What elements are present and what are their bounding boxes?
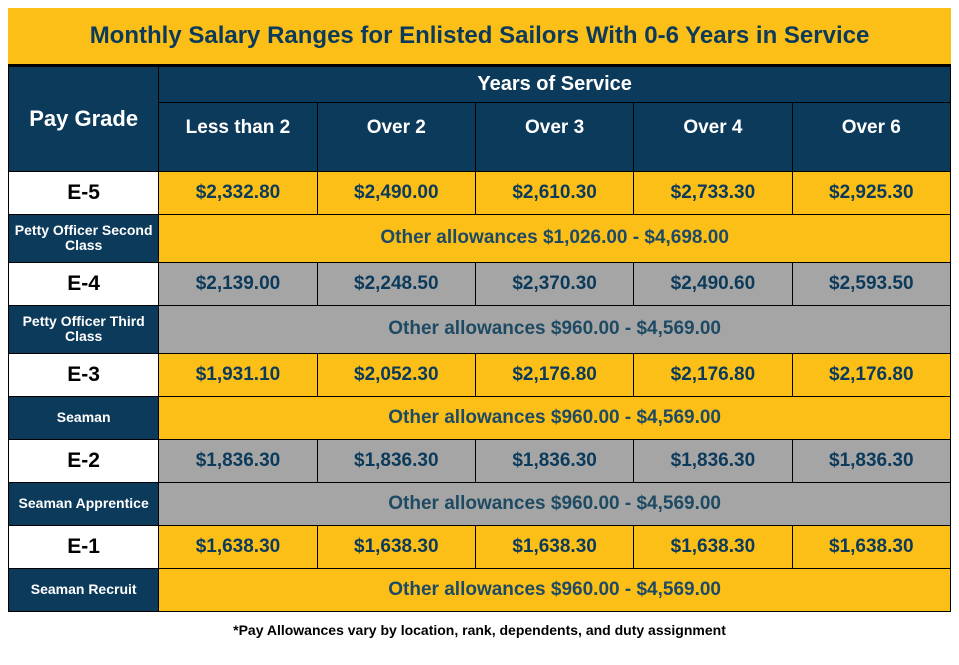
salary-cell: $2,925.30 bbox=[792, 172, 950, 215]
salary-cell: $2,593.50 bbox=[792, 262, 950, 305]
table-title: Monthly Salary Ranges for Enlisted Sailo… bbox=[8, 8, 951, 66]
salary-cell: $1,638.30 bbox=[792, 525, 950, 568]
salary-cell: $2,052.30 bbox=[317, 353, 475, 396]
salary-table: Pay Grade Years of Service Less than 2 O… bbox=[8, 66, 951, 612]
allowances-cell: Other allowances $960.00 - $4,569.00 bbox=[159, 482, 951, 525]
rank-cell: Petty Officer Second Class bbox=[9, 215, 159, 263]
salary-cell: $1,836.30 bbox=[159, 439, 317, 482]
salary-cell: $2,733.30 bbox=[634, 172, 792, 215]
grade-cell: E-3 bbox=[9, 353, 159, 396]
salary-cell: $1,638.30 bbox=[475, 525, 633, 568]
salary-cell: $1,836.30 bbox=[792, 439, 950, 482]
rank-cell: Seaman Apprentice bbox=[9, 482, 159, 525]
salary-cell: $2,490.60 bbox=[634, 262, 792, 305]
salary-table-container: Monthly Salary Ranges for Enlisted Sailo… bbox=[8, 8, 951, 648]
rank-cell: Petty Officer Third Class bbox=[9, 305, 159, 353]
allowances-cell: Other allowances $1,026.00 - $4,698.00 bbox=[159, 215, 951, 263]
salary-cell: $2,176.80 bbox=[634, 353, 792, 396]
header-col-3: Over 4 bbox=[634, 103, 792, 172]
salary-cell: $2,370.30 bbox=[475, 262, 633, 305]
rank-cell: Seaman bbox=[9, 396, 159, 439]
salary-cell: $2,248.50 bbox=[317, 262, 475, 305]
salary-cell: $2,176.80 bbox=[792, 353, 950, 396]
grade-cell: E-1 bbox=[9, 525, 159, 568]
salary-cell: $2,332.80 bbox=[159, 172, 317, 215]
allowances-cell: Other allowances $960.00 - $4,569.00 bbox=[159, 568, 951, 611]
footnote: *Pay Allowances vary by location, rank, … bbox=[8, 612, 951, 648]
rank-cell: Seaman Recruit bbox=[9, 568, 159, 611]
salary-cell: $1,836.30 bbox=[317, 439, 475, 482]
header-years-of-service: Years of Service bbox=[159, 67, 951, 103]
allowances-cell: Other allowances $960.00 - $4,569.00 bbox=[159, 305, 951, 353]
header-col-2: Over 3 bbox=[475, 103, 633, 172]
salary-cell: $1,638.30 bbox=[159, 525, 317, 568]
salary-cell: $2,610.30 bbox=[475, 172, 633, 215]
salary-cell: $1,836.30 bbox=[475, 439, 633, 482]
salary-cell: $2,176.80 bbox=[475, 353, 633, 396]
salary-cell: $1,836.30 bbox=[634, 439, 792, 482]
header-col-4: Over 6 bbox=[792, 103, 950, 172]
header-col-0: Less than 2 bbox=[159, 103, 317, 172]
grade-cell: E-2 bbox=[9, 439, 159, 482]
salary-cell: $2,139.00 bbox=[159, 262, 317, 305]
grade-cell: E-4 bbox=[9, 262, 159, 305]
allowances-cell: Other allowances $960.00 - $4,569.00 bbox=[159, 396, 951, 439]
grade-cell: E-5 bbox=[9, 172, 159, 215]
salary-cell: $1,638.30 bbox=[634, 525, 792, 568]
header-col-1: Over 2 bbox=[317, 103, 475, 172]
header-paygrade: Pay Grade bbox=[9, 67, 159, 172]
salary-cell: $1,931.10 bbox=[159, 353, 317, 396]
salary-cell: $1,638.30 bbox=[317, 525, 475, 568]
salary-cell: $2,490.00 bbox=[317, 172, 475, 215]
